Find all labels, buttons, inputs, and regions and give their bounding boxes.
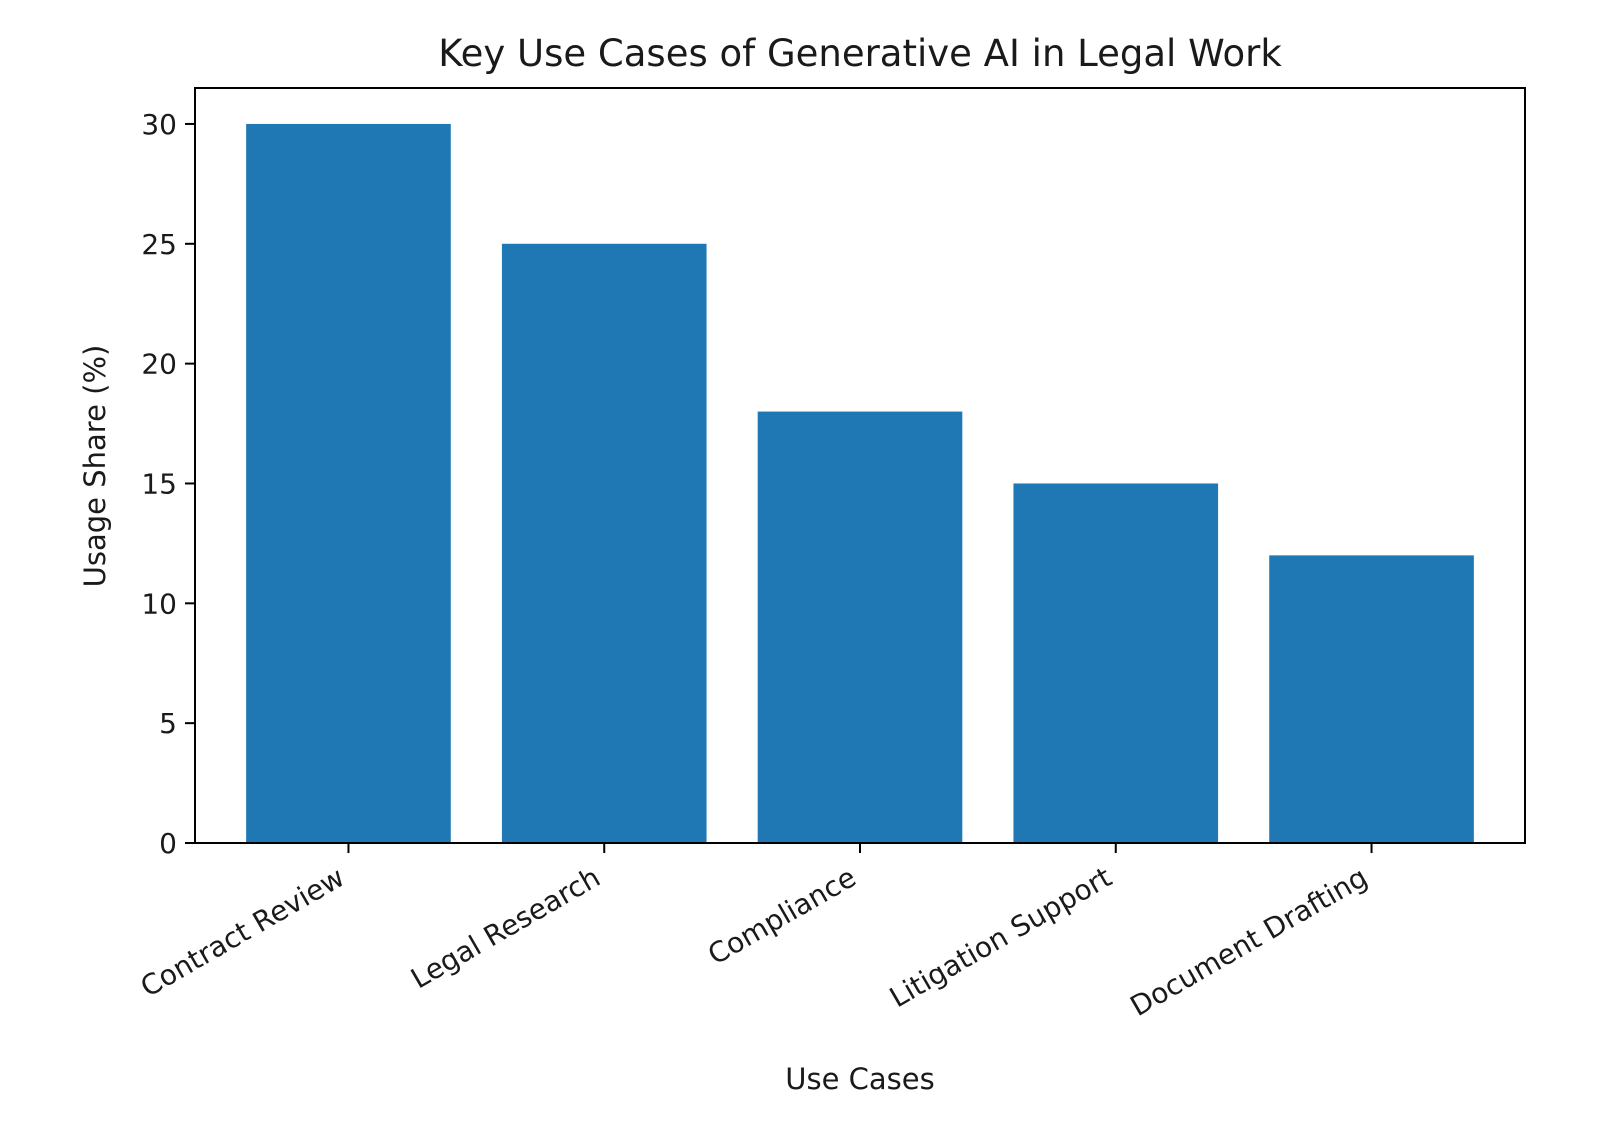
bar-legal-research xyxy=(501,243,707,844)
y-axis-label: Usage Share (%) xyxy=(78,345,112,588)
x-axis-label: Use Cases xyxy=(785,1062,934,1096)
x-tick-label: Litigation Support xyxy=(884,860,1117,1014)
y-tick-label: 20 xyxy=(141,348,177,381)
bar-compliance xyxy=(757,411,963,843)
bar-contract-review xyxy=(246,123,451,843)
bars-group xyxy=(246,123,1474,844)
x-tick-label: Contract Review xyxy=(135,860,350,1003)
x-tick-label: Compliance xyxy=(702,860,861,971)
y-tick-label: 5 xyxy=(159,707,177,740)
chart-title: Key Use Cases of Generative AI in Legal … xyxy=(438,32,1282,75)
y-tick-label: 25 xyxy=(141,228,177,261)
y-tick-label: 15 xyxy=(141,467,177,500)
bar-document-drafting xyxy=(1269,555,1474,843)
y-tick-label: 30 xyxy=(141,108,177,141)
x-axis: Contract Review Legal Research Compliance L… xyxy=(135,843,1373,1023)
x-tick-label: Document Drafting xyxy=(1125,860,1373,1023)
x-tick-label: Legal Research xyxy=(405,860,605,995)
y-axis: 0 5 10 15 20 25 30 xyxy=(141,108,195,860)
y-tick-label: 10 xyxy=(141,587,177,620)
y-tick-label: 0 xyxy=(159,827,177,860)
bar-litigation-support xyxy=(1013,483,1219,843)
